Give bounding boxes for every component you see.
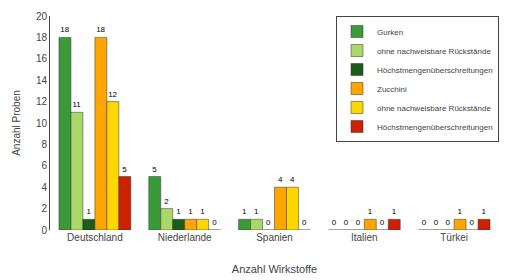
svg-text:Anzahl Wirkstoffe: Anzahl Wirkstoffe (232, 263, 317, 275)
svg-text:1: 1 (458, 207, 463, 216)
svg-text:0: 0 (212, 218, 217, 227)
svg-text:Spanien: Spanien (256, 232, 293, 243)
svg-text:18: 18 (60, 25, 69, 34)
svg-text:1: 1 (188, 207, 193, 216)
svg-text:11: 11 (73, 100, 82, 109)
svg-text:ohne nachweisbare Rückstände: ohne nachweisbare Rückstände (377, 104, 491, 113)
svg-text:2: 2 (41, 203, 47, 214)
svg-text:Gurken: Gurken (377, 28, 403, 37)
svg-text:5: 5 (122, 165, 127, 174)
svg-text:0: 0 (266, 218, 271, 227)
svg-text:12: 12 (36, 96, 48, 107)
svg-text:1: 1 (482, 207, 487, 216)
svg-text:18: 18 (36, 32, 48, 43)
svg-text:Italien: Italien (351, 232, 378, 243)
svg-text:4: 4 (278, 175, 283, 184)
svg-text:10: 10 (36, 118, 48, 129)
svg-text:12: 12 (108, 90, 117, 99)
svg-text:16: 16 (36, 53, 48, 64)
svg-text:ohne nachweisbare Rückstände: ohne nachweisbare Rückstände (377, 47, 491, 56)
svg-text:Türkei: Türkei (440, 232, 468, 243)
svg-text:0: 0 (356, 218, 361, 227)
svg-text:1: 1 (86, 207, 91, 216)
svg-text:1: 1 (368, 207, 373, 216)
svg-text:Höchstmengenüberschreitungen: Höchstmengenüberschreitungen (377, 66, 493, 75)
svg-text:1: 1 (254, 207, 259, 216)
svg-text:18: 18 (96, 25, 105, 34)
svg-text:1: 1 (200, 207, 205, 216)
svg-text:Niederlande: Niederlande (158, 232, 212, 243)
svg-text:0: 0 (41, 225, 47, 236)
svg-text:1: 1 (242, 207, 247, 216)
svg-text:0: 0 (380, 218, 385, 227)
svg-text:1: 1 (392, 207, 397, 216)
svg-text:Deutschland: Deutschland (67, 232, 123, 243)
svg-text:20: 20 (36, 11, 48, 22)
svg-text:14: 14 (36, 75, 48, 86)
svg-text:8: 8 (41, 139, 47, 150)
svg-text:5: 5 (152, 165, 157, 174)
svg-text:Zucchini: Zucchini (377, 85, 407, 94)
svg-text:6: 6 (41, 160, 47, 171)
svg-text:0: 0 (344, 218, 349, 227)
svg-text:0: 0 (332, 218, 337, 227)
svg-text:Anzahl Proben: Anzahl Proben (11, 90, 22, 156)
svg-text:0: 0 (302, 218, 307, 227)
svg-text:4: 4 (41, 182, 47, 193)
svg-text:0: 0 (446, 218, 451, 227)
svg-text:1: 1 (176, 207, 181, 216)
svg-text:0: 0 (434, 218, 439, 227)
svg-text:4: 4 (290, 175, 295, 184)
svg-text:0: 0 (422, 218, 427, 227)
svg-text:2: 2 (164, 197, 169, 206)
svg-text:Höchstmengenüberschreitungen: Höchstmengenüberschreitungen (377, 123, 493, 132)
svg-text:0: 0 (470, 218, 475, 227)
